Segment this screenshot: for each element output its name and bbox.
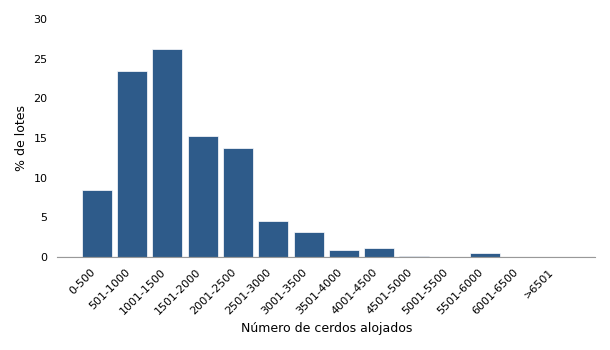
Bar [82,190,112,257]
Bar [223,148,253,257]
Bar [152,49,182,257]
Bar [293,232,323,257]
Bar [117,71,147,257]
Bar [470,253,500,257]
Bar [258,220,289,257]
X-axis label: Número de cerdos alojados: Número de cerdos alojados [240,322,412,335]
Bar [188,136,218,257]
Bar [329,250,359,257]
Bar [364,247,394,257]
Y-axis label: % de lotes: % de lotes [15,105,28,171]
Bar [400,256,429,257]
